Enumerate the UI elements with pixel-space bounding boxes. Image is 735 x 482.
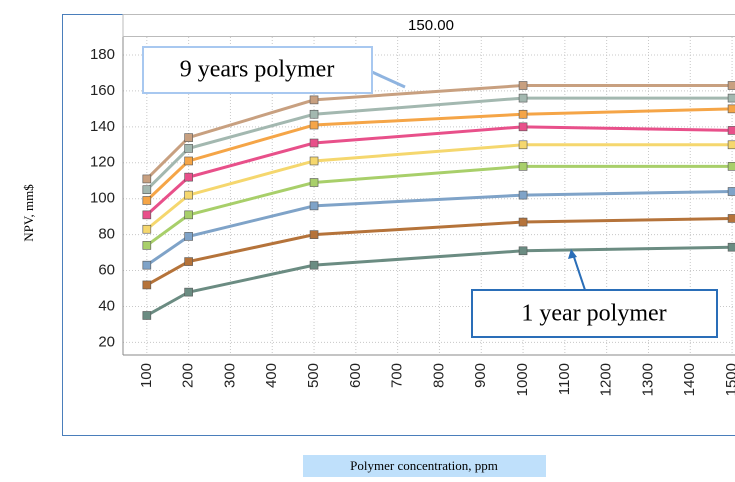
point [143, 196, 151, 204]
point [143, 281, 151, 289]
point [143, 211, 151, 219]
point [728, 105, 735, 113]
point [728, 126, 735, 134]
point [519, 162, 527, 170]
point [519, 82, 527, 90]
point [185, 211, 193, 219]
x-tick-label: 1500 [723, 363, 735, 396]
point [519, 110, 527, 118]
point [519, 123, 527, 131]
point [728, 94, 735, 102]
arrow [573, 254, 585, 290]
x-axis-label: Polymer concentration, ppm [350, 458, 498, 473]
point [310, 110, 318, 118]
point [143, 241, 151, 249]
y-tick-label: 60 [98, 262, 115, 279]
y-axis-label: NPV, mm$ [21, 184, 36, 242]
point [728, 188, 735, 196]
y-tick-label: 120 [90, 154, 115, 171]
point [519, 247, 527, 255]
y-tick-label: 140 [90, 118, 115, 135]
x-tick-label: 1200 [598, 363, 615, 396]
x-tick-label: 300 [221, 363, 238, 388]
point [185, 173, 193, 181]
x-tick-label: 1400 [681, 363, 698, 396]
point [185, 157, 193, 165]
point [185, 288, 193, 296]
x-tick-label: 500 [305, 363, 322, 388]
y-tick-label: 20 [98, 333, 115, 350]
point [728, 141, 735, 149]
x-tick-label: 200 [180, 363, 197, 388]
annotation: 1 year polymer [521, 301, 666, 327]
x-tick-label: 1300 [639, 363, 656, 396]
point [519, 218, 527, 226]
point [310, 261, 318, 269]
point [143, 311, 151, 319]
point [143, 261, 151, 269]
point [185, 134, 193, 142]
point [728, 243, 735, 251]
x-tick-label: 100 [138, 363, 155, 388]
point [728, 82, 735, 90]
point [728, 162, 735, 170]
point [310, 202, 318, 210]
point [143, 186, 151, 194]
point [728, 214, 735, 222]
point [310, 96, 318, 104]
x-tick-label: 600 [347, 363, 364, 388]
x-tick-label: 900 [472, 363, 489, 388]
point [185, 191, 193, 199]
point [185, 258, 193, 266]
annotation: 9 years polymer [180, 57, 335, 83]
y-tick-label: 100 [90, 190, 115, 207]
x-tick-label: 700 [389, 363, 406, 388]
point [185, 144, 193, 152]
x-tick-label: 400 [263, 363, 280, 388]
y-tick-label: 40 [98, 297, 115, 314]
x-tick-label: 1100 [556, 363, 573, 395]
arrow [372, 72, 405, 87]
point [519, 191, 527, 199]
point [519, 94, 527, 102]
point [310, 139, 318, 147]
point [310, 121, 318, 129]
point [143, 225, 151, 233]
x-tick-label: 1000 [514, 363, 531, 396]
point [143, 175, 151, 183]
x-tick-label: 800 [430, 363, 447, 388]
point [185, 232, 193, 240]
chart-title: 150.00 [408, 17, 454, 34]
y-tick-label: 180 [90, 46, 115, 63]
point [310, 157, 318, 165]
y-tick-label: 160 [90, 82, 115, 99]
y-tick-label: 80 [98, 226, 115, 243]
point [519, 141, 527, 149]
point [310, 231, 318, 239]
point [310, 179, 318, 187]
